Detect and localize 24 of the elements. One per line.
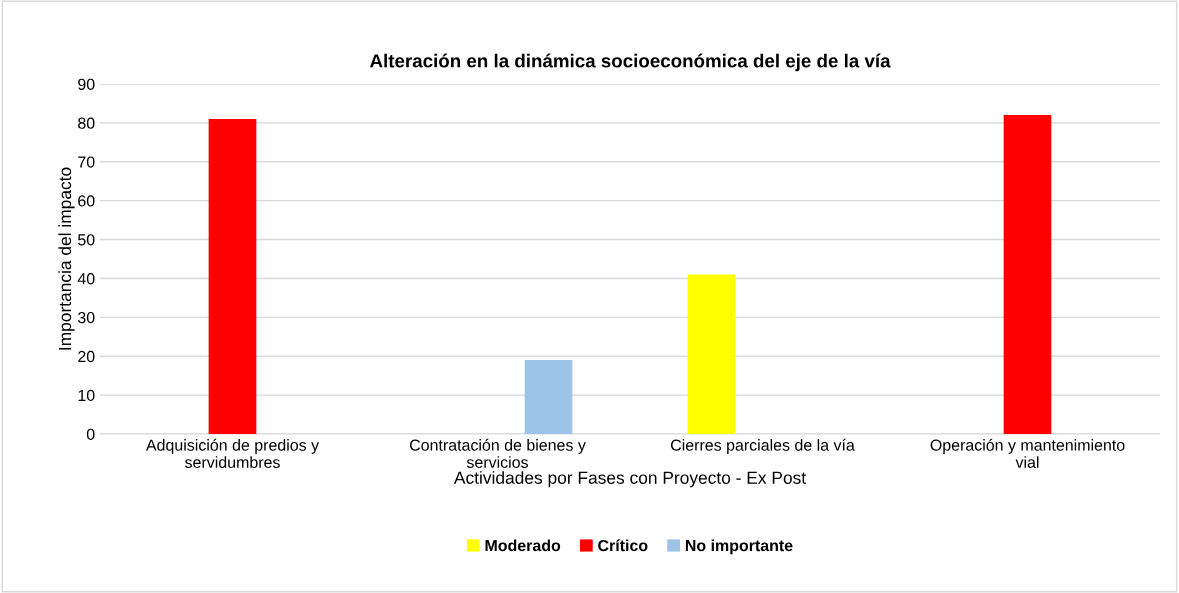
y-tick-label: 90	[78, 78, 95, 90]
y-tick-label: 40	[77, 273, 95, 285]
y-tick-label: 30	[77, 311, 95, 324]
x-axis-title: Actividades por Fases con Proyecto - Ex Post	[453, 471, 806, 488]
x-tick-label: Cierres parciales de la vía	[670, 438, 855, 454]
y-tick-label: 80	[78, 117, 95, 129]
x-tick-label: Contratación de bienes y servicios	[409, 438, 586, 468]
bar	[687, 274, 736, 434]
y-tick-label: 0	[86, 428, 95, 440]
legend-label: No importante	[685, 539, 793, 555]
chart-title: Alteración en la dinámica socioeconómica del eje de la vía	[369, 53, 891, 72]
legend-label: Crítico	[598, 539, 648, 552]
x-tick-label: Adquisición de predios y servidumbres	[145, 438, 320, 468]
y-tick-label: 20	[78, 350, 95, 363]
y-axis-title: Importancia del impacto	[58, 167, 75, 350]
x-tick-label: Operación y mantenimiento vial	[930, 438, 1125, 468]
bar	[524, 360, 573, 434]
y-tick-label: 70	[78, 156, 95, 168]
y-tick-label: 10	[78, 389, 95, 402]
y-tick-label: 50	[78, 234, 95, 246]
y-tick-label: 60	[78, 195, 95, 207]
bar	[1003, 115, 1052, 434]
legend-label: Moderado	[485, 539, 561, 552]
bar	[208, 119, 257, 434]
